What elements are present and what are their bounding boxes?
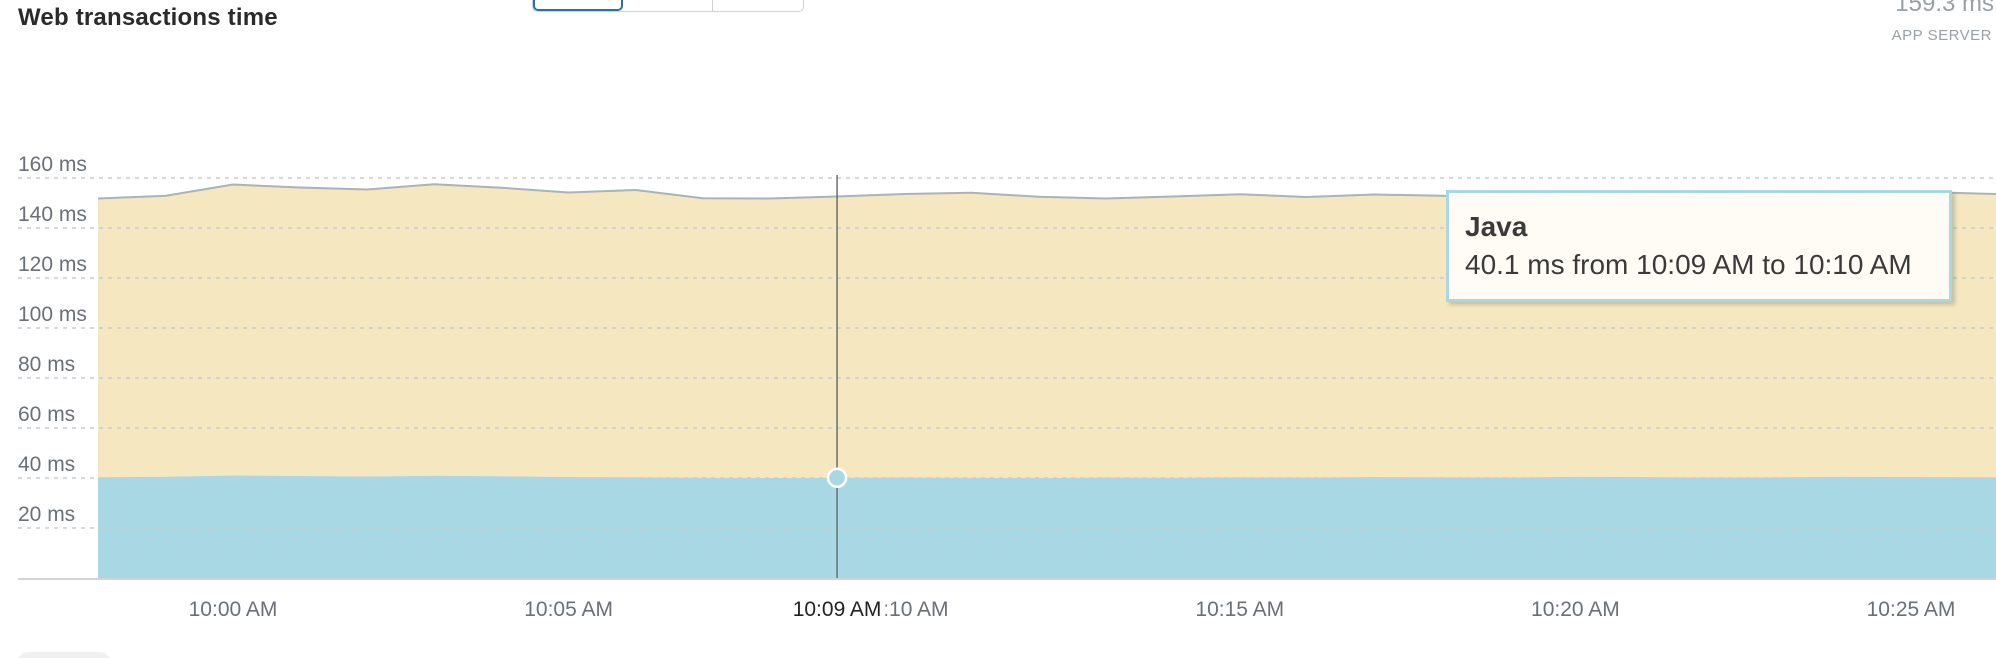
y-tick-label: 140 ms [18,203,87,226]
toggle-segment-2[interactable] [623,0,713,11]
y-tick-label: 20 ms [18,503,75,526]
y-tick-label: 120 ms [18,253,87,276]
hover-point [826,467,848,488]
toggle-segment-1[interactable] [533,0,623,11]
x-tick-label: 10:00 AM [189,598,278,621]
tooltip-body: 40.1 ms from 10:09 AM to 10:10 AM [1465,249,1912,280]
chart-tooltip: Java 40.1 ms from 10:09 AM to 10:10 AM [1446,190,1952,302]
chart-type-toggle [532,0,804,12]
y-tick-label: 40 ms [18,453,75,476]
chart-title: Web transactions time [18,4,278,31]
hover-time-label-background [788,596,886,623]
y-tick-label: 80 ms [18,353,75,376]
y-tick-label: 160 ms [18,153,87,176]
app-server-label: APP SERVER [1891,27,1992,44]
hover-time-label: 10:09 AM [793,598,882,621]
y-tick-label: 100 ms [18,303,87,326]
series-java-area [98,475,1996,578]
x-tick-label: 10:20 AM [1531,598,1620,621]
tooltip-title: Java [1465,211,1528,242]
app-server-total-value: 159.3 ms [1895,0,1994,17]
more-button[interactable] [18,652,110,658]
y-tick-label: 60 ms [18,403,75,426]
x-tick-label: 10:25 AM [1867,598,1956,621]
x-tick-label: 10:15 AM [1195,598,1284,621]
x-tick-label: 10:05 AM [524,598,613,621]
